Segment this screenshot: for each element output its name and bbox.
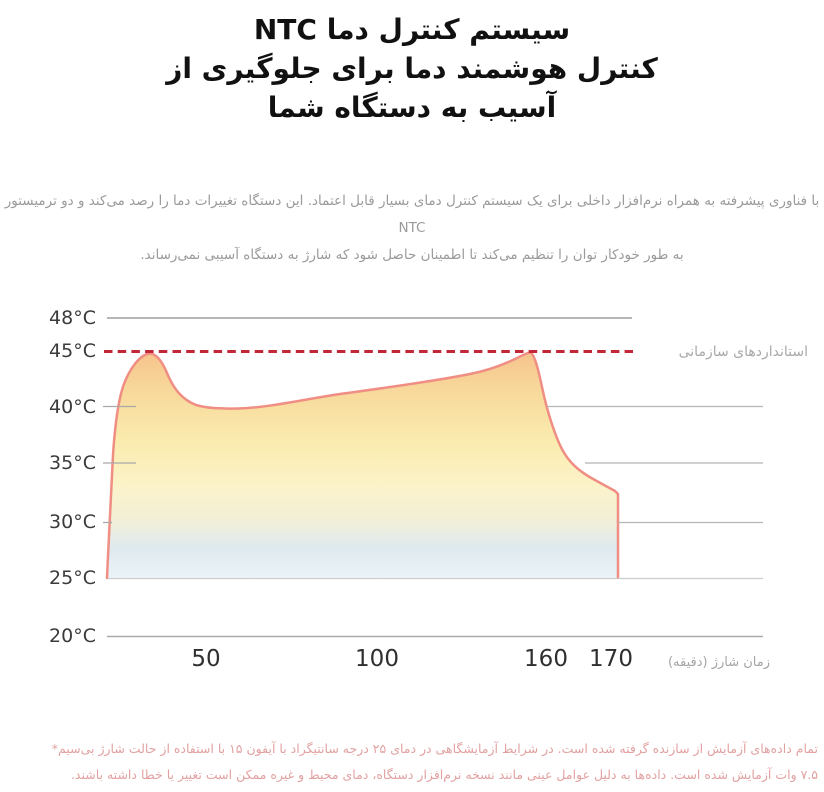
page-title: سیستم کنترل دما NTC کنترل هوشمند دما برا… (0, 10, 824, 127)
y-axis-label-20: 20°C (49, 625, 96, 647)
description-paragraph: با فناوری پیشرفته به همراه نرم‌افزار داخ… (0, 188, 824, 269)
title-line-1: سیستم کنترل دما NTC (253, 13, 571, 46)
y-axis-label-25: 25°C (49, 567, 96, 589)
x-axis-label-160: 160 (524, 646, 568, 672)
footnote-line-1: تمام داده‌های آزمایش از سازنده گرفته شده… (51, 741, 818, 756)
description-line-2: به طور خودکار توان را تنظیم می‌کند تا اط… (140, 247, 684, 263)
y-axis-label-30: 30°C (49, 511, 96, 533)
x-axis-label-50: 50 (191, 646, 221, 672)
x-axis-label-170: 170 (589, 646, 633, 672)
threshold-label: استانداردهای سازمانی (678, 344, 808, 360)
footnote: تمام داده‌های آزمایش از سازنده گرفته شده… (6, 736, 818, 788)
x-axis-label-100: 100 (355, 646, 399, 672)
y-axis-label-40: 40°C (49, 396, 96, 418)
title-line-2: کنترل هوشمند دما برای جلوگیری از (166, 52, 658, 85)
y-axis-label-45: 45°C (49, 340, 96, 362)
y-axis-label-48: 48°C (49, 307, 96, 329)
x-axis-caption: زمان شارژ (دقیقه) (667, 655, 770, 670)
footnote-line-2: ۷.۵ وات آزمایش شده است. داده‌ها به دلیل … (70, 767, 818, 782)
title-line-3: آسیب به دستگاه شما (267, 91, 557, 124)
description-line-1: با فناوری پیشرفته به همراه نرم‌افزار داخ… (4, 193, 820, 236)
y-axis-label-35: 35°C (49, 452, 96, 474)
temperature-curve (105, 351, 620, 580)
